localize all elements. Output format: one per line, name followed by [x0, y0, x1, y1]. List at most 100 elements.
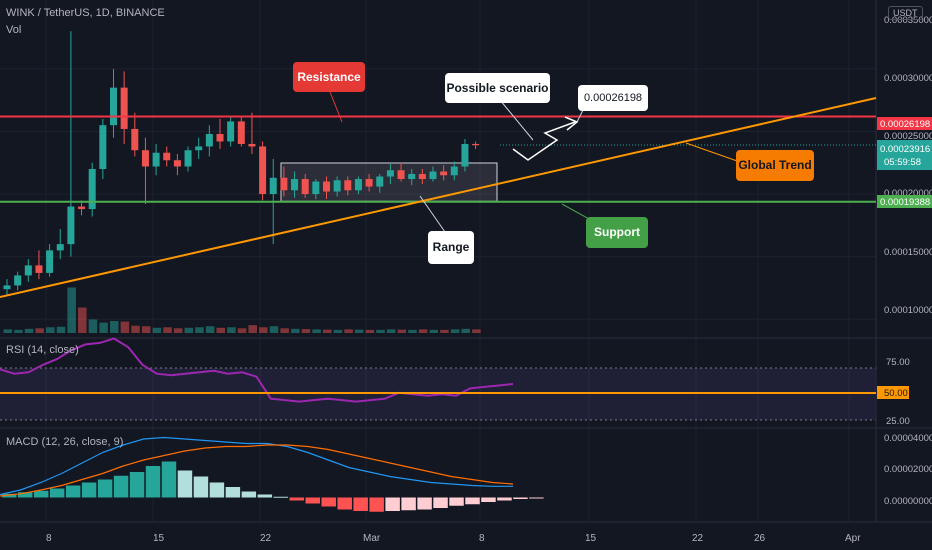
macd-histogram-bar — [209, 482, 225, 498]
volume-bar — [88, 319, 98, 333]
macd-tick: 0.00000000 — [884, 496, 932, 507]
candle-body — [110, 87, 117, 126]
volume-bar — [163, 327, 172, 333]
macd-histogram-bar — [225, 487, 241, 498]
candle-body — [184, 150, 192, 167]
macd-histogram-bar — [433, 497, 448, 508]
volume-bar — [365, 329, 375, 333]
candle-body — [365, 179, 373, 187]
candle-body — [418, 174, 426, 180]
x-tick: 8 — [479, 533, 485, 544]
candle-body — [78, 206, 86, 210]
support-price-label: 0.00019388 — [880, 197, 930, 208]
macd-line — [0, 436, 513, 496]
x-tick: 15 — [153, 533, 165, 544]
candle-body — [461, 143, 469, 167]
volume-bar — [78, 307, 87, 333]
volume-bar — [418, 329, 428, 333]
candle-body — [376, 176, 384, 187]
candle-body — [88, 169, 96, 210]
volume-bar — [237, 328, 247, 333]
volume-bar — [131, 325, 140, 333]
volume-bar — [184, 327, 194, 333]
candle-body — [163, 152, 171, 161]
rsi-tick: 25.00 — [886, 416, 910, 427]
candle-body — [152, 152, 160, 167]
macd-histogram-bar — [369, 497, 384, 512]
resistance-connector — [329, 91, 343, 123]
price-tick: 0.00035000 — [884, 15, 932, 26]
price-tick: 0.00020000 — [884, 188, 932, 199]
volume-bar — [333, 329, 343, 333]
x-tick: 22 — [692, 533, 704, 544]
volume-bar — [14, 329, 23, 333]
candle-body — [131, 128, 139, 151]
macd-histogram-bar — [2, 493, 17, 498]
resistance-price-badge — [877, 117, 932, 130]
candle-body — [429, 171, 437, 180]
volume-bars — [3, 287, 481, 333]
candle-body — [312, 181, 320, 195]
candle-body — [344, 180, 352, 191]
macd-tick: 0.00002000 — [884, 464, 932, 475]
candle-body — [56, 244, 64, 251]
global-trend-callout: Global Trend — [736, 150, 814, 181]
macd-histogram-bar — [193, 476, 209, 498]
candle-body — [205, 133, 213, 147]
x-tick: Mar — [363, 533, 381, 544]
candle-body — [450, 166, 458, 176]
volume-bar — [99, 322, 108, 333]
candle-body — [141, 150, 149, 167]
candle-body — [227, 121, 235, 142]
volume-bar — [408, 329, 417, 333]
scenario-path — [512, 121, 576, 161]
volume-bar — [269, 326, 279, 333]
macd-histogram — [2, 461, 544, 512]
macd-histogram-bar — [97, 479, 113, 498]
macd-histogram-bar — [65, 485, 81, 498]
currency-badge[interactable]: USDT — [888, 6, 923, 20]
volume-bar — [376, 329, 385, 333]
candle-body — [248, 143, 256, 147]
resistance-callout: Resistance — [293, 62, 365, 92]
volume-bar — [110, 321, 119, 333]
candle-body — [46, 250, 54, 273]
volume-bar — [205, 326, 215, 333]
rsi-current-label: 50.00 — [884, 388, 908, 399]
support-callout: Support — [586, 217, 648, 248]
candle-body — [440, 171, 448, 176]
macd-histogram-bar — [449, 497, 464, 506]
candle-body — [333, 180, 341, 192]
x-tick: 15 — [585, 533, 597, 544]
rsi-label: RSI (14, close) — [6, 344, 79, 356]
volume-bar — [3, 329, 12, 333]
candle-body — [397, 170, 405, 180]
candle-body — [472, 143, 480, 146]
last-price-label: 0.00023916 — [880, 144, 930, 155]
volume-bar — [472, 329, 481, 333]
macd-histogram-bar — [145, 466, 161, 498]
macd-histogram-bar — [401, 497, 416, 511]
candle-body — [3, 285, 11, 290]
volume-bar — [291, 328, 300, 333]
resistance-price-label: 0.00026198 — [880, 119, 930, 130]
macd-histogram-bar — [497, 497, 512, 501]
macd-histogram-bar — [129, 472, 145, 498]
candle-body — [301, 179, 309, 195]
target-price-callout: 0.00026198 — [578, 85, 648, 111]
volume-bar — [312, 329, 321, 333]
candle-body — [67, 206, 75, 245]
x-tick: 22 — [260, 533, 272, 544]
volume-bar — [429, 329, 438, 333]
macd-histogram-bar — [481, 497, 496, 502]
candle-body — [291, 179, 299, 191]
candle-body — [386, 170, 394, 177]
volume-bar — [259, 327, 268, 333]
macd-histogram-bar — [321, 497, 336, 507]
candle-body — [14, 275, 22, 286]
volume-bar — [56, 326, 66, 333]
support-price-badge — [877, 195, 932, 208]
macd-histogram-bar — [289, 497, 305, 501]
macd-histogram-bar — [241, 491, 257, 498]
volume-bar — [386, 329, 396, 333]
